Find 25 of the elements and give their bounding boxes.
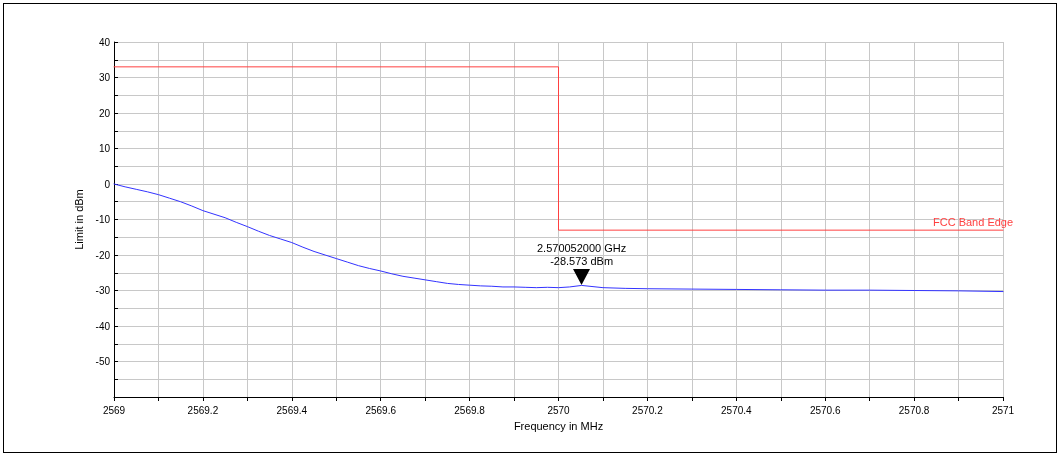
y-tick-label: -20: [95, 249, 111, 261]
x-tick-label: 2570.4: [721, 404, 753, 416]
x-tick-label: 2570: [547, 404, 571, 416]
x-tick-label: 2570.2: [632, 404, 664, 416]
x-tick-label: 2569.6: [365, 404, 397, 416]
y-tick-label: 20: [98, 107, 111, 119]
y-tick-label: 10: [98, 143, 111, 154]
x-tick-label: 2571: [991, 404, 1015, 416]
y-tick-label: -30: [95, 285, 111, 296]
y-tick-label: -50: [95, 356, 111, 367]
x-axis-title: Frequency in MHz: [513, 419, 604, 432]
series-label: FCC Band Edge: [933, 216, 1014, 229]
y-axis-title: Limit in dBm: [72, 189, 85, 250]
x-tick-label: 2569.8: [454, 404, 486, 416]
y-tick-label: -10: [95, 214, 111, 225]
y-tick-label: -40: [95, 320, 111, 332]
x-tick-label: 2570.6: [809, 404, 841, 416]
x-tick-label: 2569.4: [276, 404, 308, 416]
y-tick-label: 30: [98, 72, 111, 83]
x-tick-label: 2569: [102, 404, 126, 416]
x-tick-label: 2570.8: [898, 404, 930, 416]
annotation: 2.570052000 GHz -28.573 dBm: [536, 241, 627, 267]
x-tick-label: 2569.2: [187, 404, 219, 416]
y-tick-label: 40: [98, 36, 111, 48]
y-tick-label: 0: [104, 178, 111, 190]
